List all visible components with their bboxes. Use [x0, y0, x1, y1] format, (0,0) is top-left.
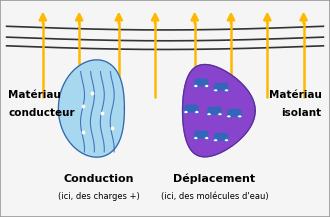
Text: Conduction: Conduction	[64, 174, 134, 184]
Text: (ici, des charges +): (ici, des charges +)	[58, 192, 140, 201]
Circle shape	[224, 139, 229, 142]
Text: Matériau: Matériau	[269, 90, 322, 100]
Text: (ici, des molécules d'eau): (ici, des molécules d'eau)	[161, 192, 268, 201]
FancyBboxPatch shape	[208, 107, 221, 115]
Circle shape	[214, 89, 218, 92]
Circle shape	[214, 139, 218, 142]
Text: conducteur: conducteur	[8, 108, 75, 118]
FancyBboxPatch shape	[214, 83, 228, 91]
FancyBboxPatch shape	[194, 131, 208, 138]
Text: Matériau: Matériau	[8, 90, 61, 100]
Circle shape	[205, 85, 209, 87]
FancyBboxPatch shape	[194, 79, 208, 86]
Polygon shape	[182, 64, 255, 157]
Circle shape	[207, 113, 211, 116]
FancyBboxPatch shape	[214, 133, 228, 141]
Circle shape	[194, 137, 198, 140]
FancyBboxPatch shape	[227, 109, 241, 117]
Circle shape	[238, 115, 242, 118]
Text: isolant: isolant	[281, 108, 322, 118]
Circle shape	[195, 111, 199, 113]
Polygon shape	[58, 60, 124, 157]
Circle shape	[227, 115, 231, 118]
Text: Déplacement: Déplacement	[174, 174, 255, 184]
FancyBboxPatch shape	[184, 105, 198, 112]
Circle shape	[224, 89, 229, 92]
Circle shape	[218, 113, 222, 116]
Circle shape	[184, 111, 188, 113]
Circle shape	[205, 137, 209, 140]
Circle shape	[194, 85, 198, 87]
